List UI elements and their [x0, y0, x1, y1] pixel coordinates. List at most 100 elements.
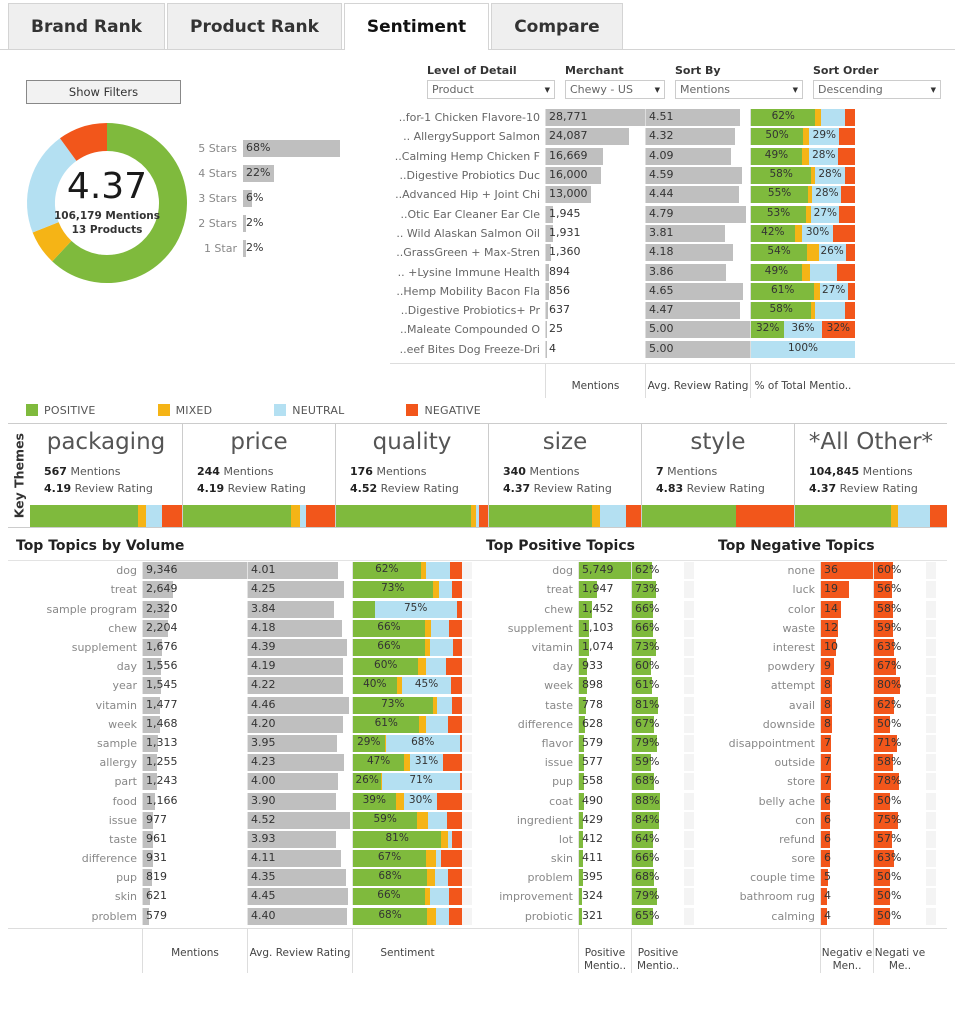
table-row[interactable]: Digestive Probiotics Duc.. 16,000 4.59 58% 2… [390, 166, 955, 185]
table-row[interactable]: part 1,243 4.00 26% 71% [8, 772, 478, 791]
scrollbar-track[interactable] [462, 658, 472, 676]
scrollbar-track[interactable] [684, 734, 694, 752]
scrollbar-track[interactable] [462, 869, 472, 887]
table-row[interactable]: problem 579 4.40 68% [8, 907, 478, 926]
table-row[interactable]: probiotic 321 65% [478, 907, 710, 926]
table-row[interactable]: luck 19 56% [710, 580, 947, 599]
table-row[interactable]: dog 9,346 4.01 62% [8, 561, 478, 580]
table-row[interactable]: 10-for-1 Chicken Flavore.. 28,771 4.51 62% [390, 108, 955, 127]
table-row[interactable]: GrassGreen + Max-Stren.. 1,360 4.18 54% 26% [390, 243, 955, 262]
tab-compare[interactable]: Compare [491, 3, 623, 49]
scrollbar-track[interactable] [462, 850, 472, 868]
scrollbar-track[interactable] [462, 773, 472, 791]
scrollbar-track[interactable] [462, 811, 472, 829]
scrollbar-track[interactable] [684, 869, 694, 887]
scrollbar-track[interactable] [926, 677, 936, 695]
scrollbar-track[interactable] [684, 850, 694, 868]
scrollbar-track[interactable] [926, 581, 936, 599]
legend-item[interactable]: NEGATIVE [406, 404, 481, 417]
table-row[interactable]: pup 558 68% [478, 772, 710, 791]
table-row[interactable]: problem 395 68% [478, 868, 710, 887]
table-row[interactable]: supplement 1,676 4.39 66% [8, 638, 478, 657]
table-row[interactable]: improvement 324 79% [478, 887, 710, 906]
scrollbar-track[interactable] [462, 792, 472, 810]
key-theme-card[interactable]: quality 176 Mentions 4.52 Review Rating [335, 423, 488, 528]
table-row[interactable]: Otic Ear Cleaner Ear Cle.. 1,945 4.79 53% 27… [390, 204, 955, 223]
filter-select[interactable]: Mentions ▼ [675, 80, 803, 99]
table-row[interactable]: taste 961 3.93 81% [8, 830, 478, 849]
tab-sentiment[interactable]: Sentiment [343, 3, 490, 50]
filter-select[interactable]: Chewy - US ▼ [565, 80, 665, 99]
table-row[interactable]: dog 5,749 62% [478, 561, 710, 580]
table-row[interactable]: powdery 9 67% [710, 657, 947, 676]
table-row[interactable]: Maleate Compounded O.. 25 5.00 32% 36% 32% [390, 320, 955, 339]
table-row[interactable]: couple time 5 50% [710, 868, 947, 887]
scrollbar-track[interactable] [462, 754, 472, 772]
table-row[interactable]: vitamin 1,074 73% [478, 638, 710, 657]
table-row[interactable]: Advanced Hip + Joint Chi.. 13,000 4.44 55% 2… [390, 185, 955, 204]
table-row[interactable]: bathroom rug 4 50% [710, 887, 947, 906]
filter-select[interactable]: Descending ▼ [813, 80, 941, 99]
scrollbar-track[interactable] [926, 888, 936, 906]
scrollbar-track[interactable] [684, 773, 694, 791]
scrollbar-track[interactable] [684, 639, 694, 656]
star-row[interactable]: 1 Star 2% [195, 238, 385, 258]
scrollbar-track[interactable] [926, 907, 936, 925]
scrollbar-track[interactable] [462, 734, 472, 752]
tab-brand-rank[interactable]: Brand Rank [8, 3, 165, 49]
show-filters-button[interactable]: Show Filters [26, 80, 181, 104]
table-row[interactable]: difference 628 67% [478, 715, 710, 734]
table-row[interactable]: coat 490 88% [478, 791, 710, 810]
table-row[interactable]: store 7 78% [710, 772, 947, 791]
table-row[interactable]: con 6 75% [710, 811, 947, 830]
scrollbar-track[interactable] [684, 658, 694, 676]
table-row[interactable]: pup 819 4.35 68% [8, 868, 478, 887]
table-row[interactable]: sample program 2,320 3.84 75% [8, 600, 478, 619]
scrollbar-track[interactable] [462, 677, 472, 695]
table-row[interactable]: Wild Alaskan Salmon Oil .. 1,931 3.81 42% 30… [390, 224, 955, 243]
star-row[interactable]: 3 Stars 6% [195, 188, 385, 208]
scrollbar-track[interactable] [684, 677, 694, 695]
scrollbar-track[interactable] [684, 830, 694, 848]
table-row[interactable]: treat 1,947 73% [478, 580, 710, 599]
table-row[interactable]: week 898 61% [478, 676, 710, 695]
table-row[interactable]: Digestive Probiotics+ Pr.. 637 4.47 58% [390, 301, 955, 320]
scrollbar-track[interactable] [462, 562, 472, 580]
scrollbar-track[interactable] [926, 830, 936, 848]
scrollbar-track[interactable] [462, 715, 472, 733]
key-theme-card[interactable]: size 340 Mentions 4.37 Review Rating [488, 423, 641, 528]
table-row[interactable]: belly ache 6 50% [710, 791, 947, 810]
tab-product-rank[interactable]: Product Rank [166, 3, 342, 49]
scrollbar-track[interactable] [926, 715, 936, 733]
scrollbar-track[interactable] [684, 562, 694, 580]
scrollbar-track[interactable] [684, 792, 694, 810]
scrollbar-track[interactable] [684, 811, 694, 829]
table-row[interactable]: calming 4 50% [710, 907, 947, 926]
table-row[interactable]: ingredient 429 84% [478, 811, 710, 830]
table-row[interactable]: Calming Hemp Chicken F.. 16,669 4.09 49% 28% [390, 147, 955, 166]
scrollbar-track[interactable] [926, 658, 936, 676]
table-row[interactable]: issue 977 4.52 59% [8, 811, 478, 830]
scrollbar-track[interactable] [926, 773, 936, 791]
scrollbar-track[interactable] [462, 600, 472, 618]
filter-select[interactable]: Product ▼ [427, 80, 555, 99]
donut-segment-neutral[interactable] [27, 138, 77, 233]
scrollbar-track[interactable] [926, 811, 936, 829]
scrollbar-track[interactable] [462, 907, 472, 925]
key-theme-card[interactable]: packaging 567 Mentions 4.19 Review Rating [30, 424, 182, 528]
scrollbar-track[interactable] [684, 754, 694, 772]
table-row[interactable]: Lysine Immune Health+ .. 894 3.86 49% [390, 262, 955, 281]
table-row[interactable]: skin 621 4.45 66% [8, 887, 478, 906]
scrollbar-track[interactable] [926, 562, 936, 580]
scrollbar-track[interactable] [926, 600, 936, 618]
table-row[interactable]: year 1,545 4.22 40% 45% [8, 676, 478, 695]
scrollbar-track[interactable] [926, 619, 936, 637]
scrollbar-track[interactable] [684, 696, 694, 714]
scrollbar-track[interactable] [684, 581, 694, 599]
table-row[interactable]: week 1,468 4.20 61% [8, 715, 478, 734]
table-row[interactable]: AllergySupport Salmon .. 24,087 4.32 50% 29% [390, 127, 955, 146]
scrollbar-track[interactable] [462, 639, 472, 656]
table-row[interactable]: eef Bites Dog Freeze-Dri.. 4 5.00 100% [390, 340, 955, 359]
key-theme-card[interactable]: style 7 Mentions 4.83 Review Rating [641, 423, 794, 528]
donut-segment-positive[interactable] [52, 123, 187, 283]
